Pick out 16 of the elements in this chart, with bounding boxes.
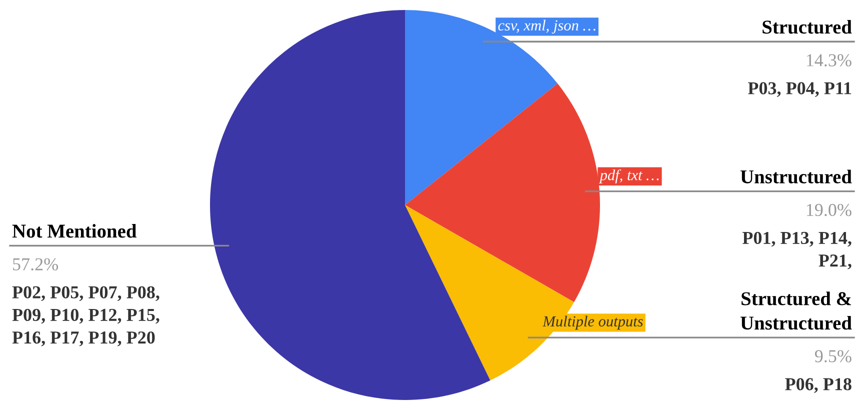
slice-label: Structured xyxy=(762,20,852,34)
text: Multiple outputs xyxy=(542,316,643,330)
slice-label: Not Mentioned xyxy=(12,224,137,238)
slice-label: Unstructured xyxy=(740,170,852,184)
data-label: 19.0% xyxy=(806,204,852,216)
data-label: 14.3% xyxy=(806,54,852,66)
text: csv, xml, json … xyxy=(498,20,596,34)
slice-label: Structured & Unstructured xyxy=(740,292,852,330)
text: P02, P05, P07, P08, P09, P10, P12, P15, P16, P17, P19, P20 xyxy=(12,286,160,346)
text: pdf, txt … xyxy=(598,169,659,184)
data-label: 57.2% xyxy=(13,258,58,270)
data-label: 9.5% xyxy=(814,350,852,362)
text: P03, P04, P11 xyxy=(748,82,852,97)
pie-slice xyxy=(210,10,490,400)
text: P06, P18 xyxy=(785,378,852,393)
text: P01, P13, P14, P21, xyxy=(742,232,852,270)
